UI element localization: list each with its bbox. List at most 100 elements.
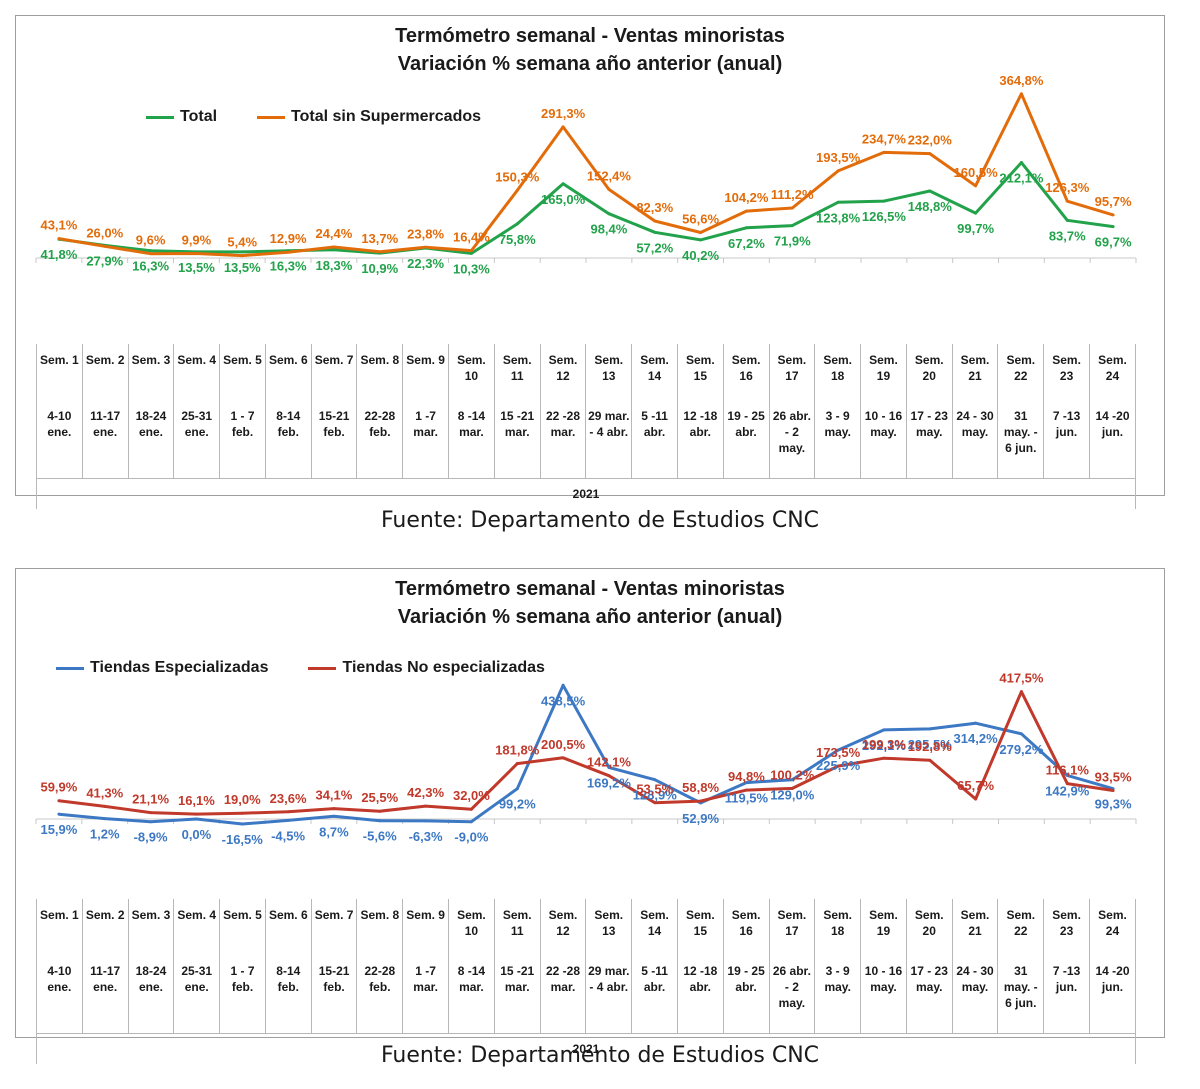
data-point: [607, 212, 611, 216]
week-dates: 8 -14 mar.: [448, 406, 495, 479]
legend-item-tiendas-no-especializadas: Tiendas No especializadas: [308, 659, 545, 677]
data-label: 364,8%: [999, 73, 1044, 88]
chart-2-title-block: Termómetro semanal - Ventas minoristas V…: [16, 575, 1164, 631]
week-label: Sem. 2: [81, 899, 129, 961]
data-point: [240, 254, 244, 258]
data-point: [607, 765, 611, 769]
data-label: 16,3%: [270, 259, 307, 274]
week-label: Sem. 3: [127, 899, 175, 961]
data-point: [149, 252, 153, 256]
data-point: [469, 249, 473, 253]
data-label: 292,1%: [862, 738, 907, 753]
data-label: 126,3%: [1045, 180, 1090, 195]
week-label: Sem. 19: [860, 899, 907, 961]
legend-item-tiendas-especializadas: Tiendas Especializadas: [56, 659, 268, 677]
week-label: Sem. 11: [493, 899, 541, 961]
week-label: Sem. 1: [36, 899, 83, 961]
data-label: 34,1%: [315, 788, 352, 803]
week-label: Sem. 14: [631, 899, 678, 961]
data-point: [332, 248, 336, 252]
data-label: 41,8%: [40, 247, 77, 262]
data-label: 52,9%: [682, 811, 719, 826]
week-label: Sem. 19: [860, 344, 907, 406]
week-dates: 29 mar. - 4 abr.: [585, 961, 633, 1034]
data-label: 71,9%: [774, 234, 811, 249]
source-note-2: Fuente: Departamento de Estudios CNC: [380, 1043, 820, 1068]
week-dates: 5 -11 abr.: [631, 961, 678, 1034]
data-point: [515, 762, 519, 766]
data-point: [286, 250, 290, 254]
week-dates: 8-14 feb.: [264, 961, 312, 1034]
data-label: -4,5%: [271, 828, 305, 843]
data-label: 83,7%: [1049, 228, 1086, 243]
data-label: 13,5%: [224, 260, 261, 275]
week-dates: 24 - 30 may.: [951, 961, 999, 1034]
data-label: 95,7%: [1095, 194, 1132, 209]
chart-1-plot: 41,8% 27,9% 16,3% 13,5% 13,5% 16,3% 18,3% 10,9%…: [35, 73, 1137, 276]
data-label: 82,3%: [636, 200, 673, 215]
data-label: -8,9%: [134, 830, 168, 845]
week-dates: 8 -14 mar.: [448, 961, 495, 1034]
week-label: Sem. 10: [448, 899, 495, 961]
data-point: [790, 206, 794, 210]
data-label: 53,5%: [636, 782, 673, 797]
data-label: 142,9%: [1045, 783, 1090, 798]
data-label: 417,5%: [999, 671, 1044, 686]
data-label: 57,2%: [636, 240, 673, 255]
data-point: [149, 820, 153, 824]
data-point: [469, 820, 473, 824]
week-dates: 4-10 ene.: [36, 961, 83, 1034]
week-dates: 26 abr. - 2 may.: [768, 961, 816, 1034]
chart-2-plot: 15,9% 1,2% -8,9% 0,0% -16,5% -4,5% 8,7% -5,6% -6…: [35, 671, 1137, 847]
data-point: [286, 818, 290, 822]
data-point: [103, 244, 107, 248]
data-point: [103, 817, 107, 821]
data-label: 15,9%: [40, 822, 77, 837]
week-label: Sem. 13: [585, 344, 633, 406]
week-dates: 14 -20 jun.: [1088, 961, 1137, 1034]
week-dates: 7 -13 jun.: [1043, 406, 1090, 479]
chart-1-title: Termómetro semanal - Ventas minoristas: [395, 25, 785, 47]
week-label: Sem. 18: [814, 344, 862, 406]
data-point: [57, 812, 61, 816]
data-label: 23,6%: [270, 791, 307, 806]
week-dates: 26 abr. - 2 may.: [768, 406, 816, 479]
legend-item-total-sin-supermercados: Total sin Supermercados: [257, 108, 481, 126]
data-label: 126,5%: [862, 209, 907, 224]
data-point: [699, 799, 703, 803]
data-label: 94,8%: [728, 769, 765, 784]
chart-2-legend: Tiendas Especializadas Tiendas No especi…: [56, 659, 585, 677]
week-label: Sem. 4: [173, 344, 221, 406]
data-point: [240, 250, 244, 254]
data-point: [561, 125, 565, 129]
data-label: 200,5%: [541, 737, 586, 752]
data-label: 160,5%: [954, 165, 999, 180]
data-point: [928, 189, 932, 193]
week-label: Sem. 17: [768, 344, 816, 406]
data-label: 75,8%: [499, 232, 536, 247]
week-label: Sem. 23: [1043, 344, 1090, 406]
data-point: [57, 237, 61, 241]
week-label: Sem. 9: [402, 899, 450, 961]
data-label: 99,2%: [499, 797, 536, 812]
series-line-1: [58, 92, 1114, 258]
data-label: 119,5%: [725, 791, 769, 806]
chart-panel-2: Termómetro semanal - Ventas minoristas V…: [15, 568, 1165, 1064]
data-point: [469, 807, 473, 811]
week-dates: 18-24 ene.: [127, 961, 175, 1034]
data-point: [744, 209, 748, 213]
data-label: 129,0%: [770, 788, 815, 803]
data-point: [332, 807, 336, 811]
data-label: 21,1%: [132, 792, 169, 807]
data-point: [1111, 213, 1115, 217]
data-label: 148,8%: [908, 199, 953, 214]
data-label: 41,3%: [86, 785, 123, 800]
data-label: 314,2%: [954, 731, 999, 746]
data-label: 16,3%: [132, 259, 169, 274]
series-line-1: [58, 690, 1114, 816]
week-label: Sem. 24: [1088, 899, 1137, 961]
week-dates: 19 - 25 abr.: [722, 406, 770, 479]
legend-swatch-total-sin-supermercados: [257, 115, 286, 119]
week-label: Sem. 16: [722, 344, 770, 406]
data-label: 165,0%: [541, 192, 586, 207]
